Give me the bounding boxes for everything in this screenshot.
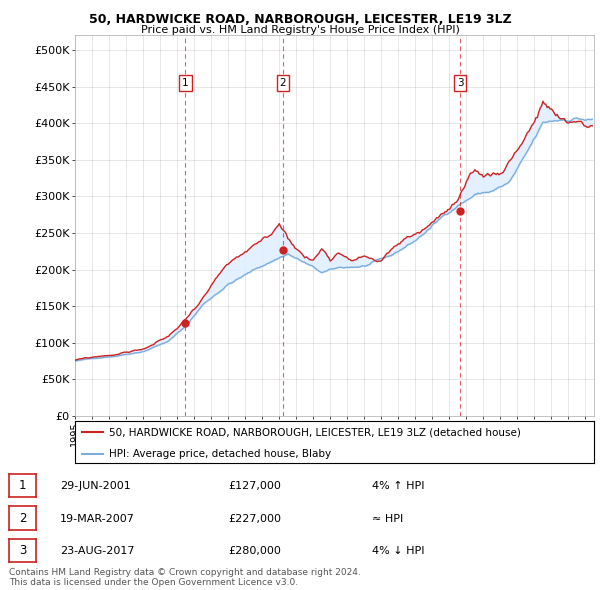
Text: Price paid vs. HM Land Registry's House Price Index (HPI): Price paid vs. HM Land Registry's House … — [140, 25, 460, 35]
Text: 3: 3 — [19, 544, 26, 557]
Text: 2: 2 — [19, 512, 26, 525]
Text: 19-MAR-2007: 19-MAR-2007 — [60, 514, 135, 523]
Text: £127,000: £127,000 — [228, 481, 281, 491]
Text: HPI: Average price, detached house, Blaby: HPI: Average price, detached house, Blab… — [109, 449, 331, 459]
Text: 50, HARDWICKE ROAD, NARBOROUGH, LEICESTER, LE19 3LZ: 50, HARDWICKE ROAD, NARBOROUGH, LEICESTE… — [89, 13, 511, 26]
Text: 4% ↑ HPI: 4% ↑ HPI — [372, 481, 425, 491]
Text: 50, HARDWICKE ROAD, NARBOROUGH, LEICESTER, LE19 3LZ (detached house): 50, HARDWICKE ROAD, NARBOROUGH, LEICESTE… — [109, 427, 521, 437]
Text: 29-JUN-2001: 29-JUN-2001 — [60, 481, 131, 491]
Text: 1: 1 — [19, 479, 26, 492]
Text: 23-AUG-2017: 23-AUG-2017 — [60, 546, 134, 556]
Text: ≈ HPI: ≈ HPI — [372, 514, 403, 523]
Text: 4% ↓ HPI: 4% ↓ HPI — [372, 546, 425, 556]
Text: 2: 2 — [280, 78, 286, 88]
Text: 3: 3 — [457, 78, 464, 88]
Text: £280,000: £280,000 — [228, 546, 281, 556]
Text: Contains HM Land Registry data © Crown copyright and database right 2024.
This d: Contains HM Land Registry data © Crown c… — [9, 568, 361, 587]
Text: £227,000: £227,000 — [228, 514, 281, 523]
Text: 1: 1 — [182, 78, 189, 88]
